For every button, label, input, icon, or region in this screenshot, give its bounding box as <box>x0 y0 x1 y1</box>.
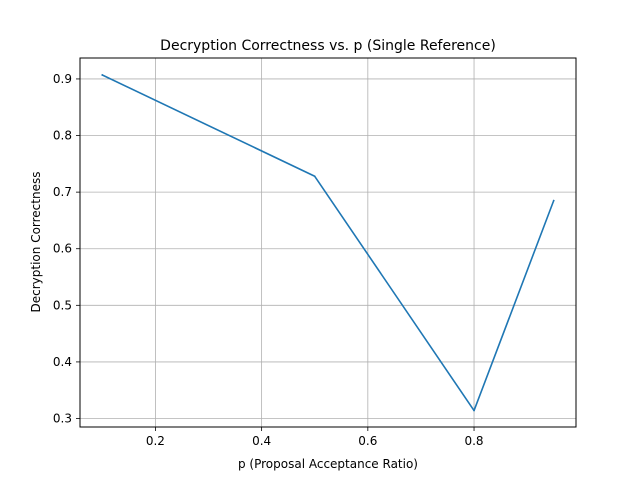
y-tick-label: 0.3 <box>53 412 72 426</box>
x-tick-label: 0.8 <box>464 434 483 448</box>
data-point <box>552 199 555 202</box>
x-tick-label: 0.6 <box>358 434 377 448</box>
grid-lines <box>80 58 576 427</box>
plot-area-frame <box>79 57 577 428</box>
y-tick-label: 0.9 <box>53 72 72 86</box>
series-line <box>101 73 555 412</box>
y-axis-label: Decryption Correctness <box>29 172 43 313</box>
y-tick-label: 0.6 <box>53 242 72 256</box>
x-tick-label: 0.2 <box>146 434 165 448</box>
y-axis-ticks: 0.3 0.4 0.5 0.6 0.7 0.8 0.9 <box>53 72 80 426</box>
data-point <box>473 409 475 412</box>
data-point <box>313 175 316 178</box>
x-axis-ticks: 0.2 0.4 0.6 0.8 <box>146 427 484 448</box>
y-tick-label: 0.5 <box>53 298 72 312</box>
chart-title: Decryption Correctness vs. p (Single Ref… <box>160 38 496 54</box>
y-tick-label: 0.7 <box>53 185 72 199</box>
y-tick-label: 0.4 <box>53 355 72 369</box>
x-axis-label: p (Proposal Acceptance Ratio) <box>238 457 418 471</box>
x-tick-label: 0.4 <box>252 434 271 448</box>
y-tick-label: 0.8 <box>53 129 72 143</box>
data-point <box>101 74 104 76</box>
series-layer <box>101 73 555 412</box>
